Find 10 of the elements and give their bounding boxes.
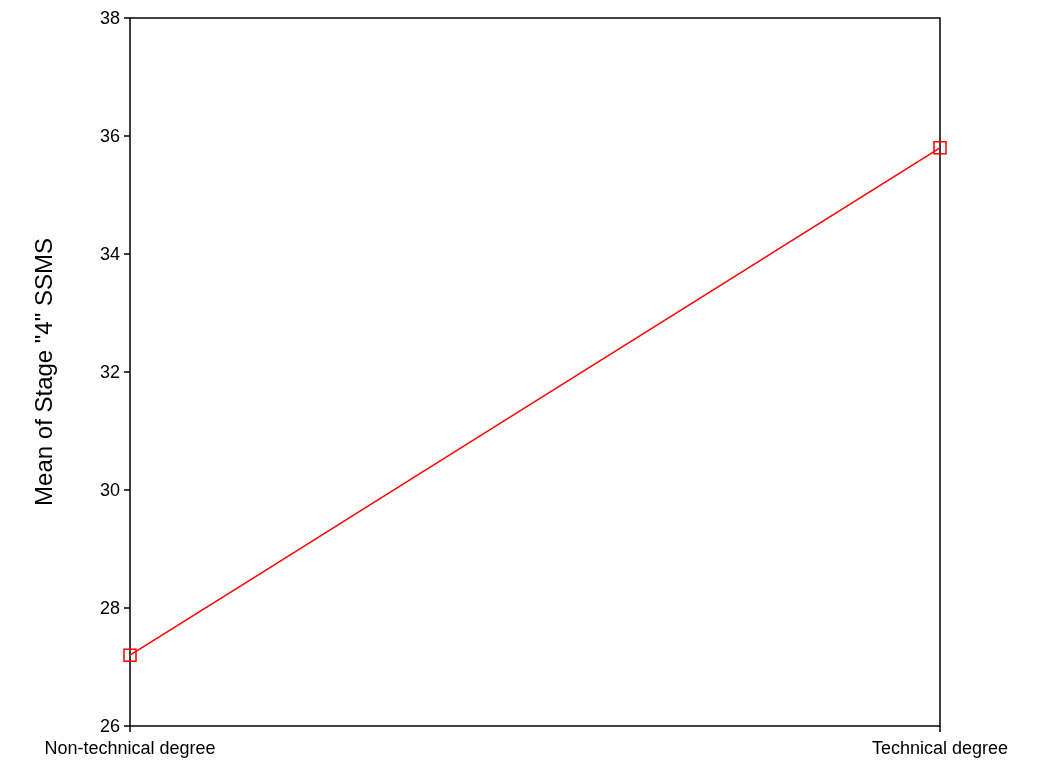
y-tick-label: 28 <box>99 598 120 619</box>
y-axis-title: Mean of Stage "4" SSMS <box>30 238 57 506</box>
x-tick-label: Non-technical degree <box>44 738 216 758</box>
x-tick-label: Technical degree <box>871 738 1009 758</box>
y-tick-label: 36 <box>99 126 120 147</box>
y-tick-label: 38 <box>99 8 120 29</box>
y-tick-label: 26 <box>99 716 120 737</box>
y-tick-label: 34 <box>99 244 120 265</box>
y-tick-label: 30 <box>99 480 120 501</box>
y-tick-label: 32 <box>99 362 120 383</box>
